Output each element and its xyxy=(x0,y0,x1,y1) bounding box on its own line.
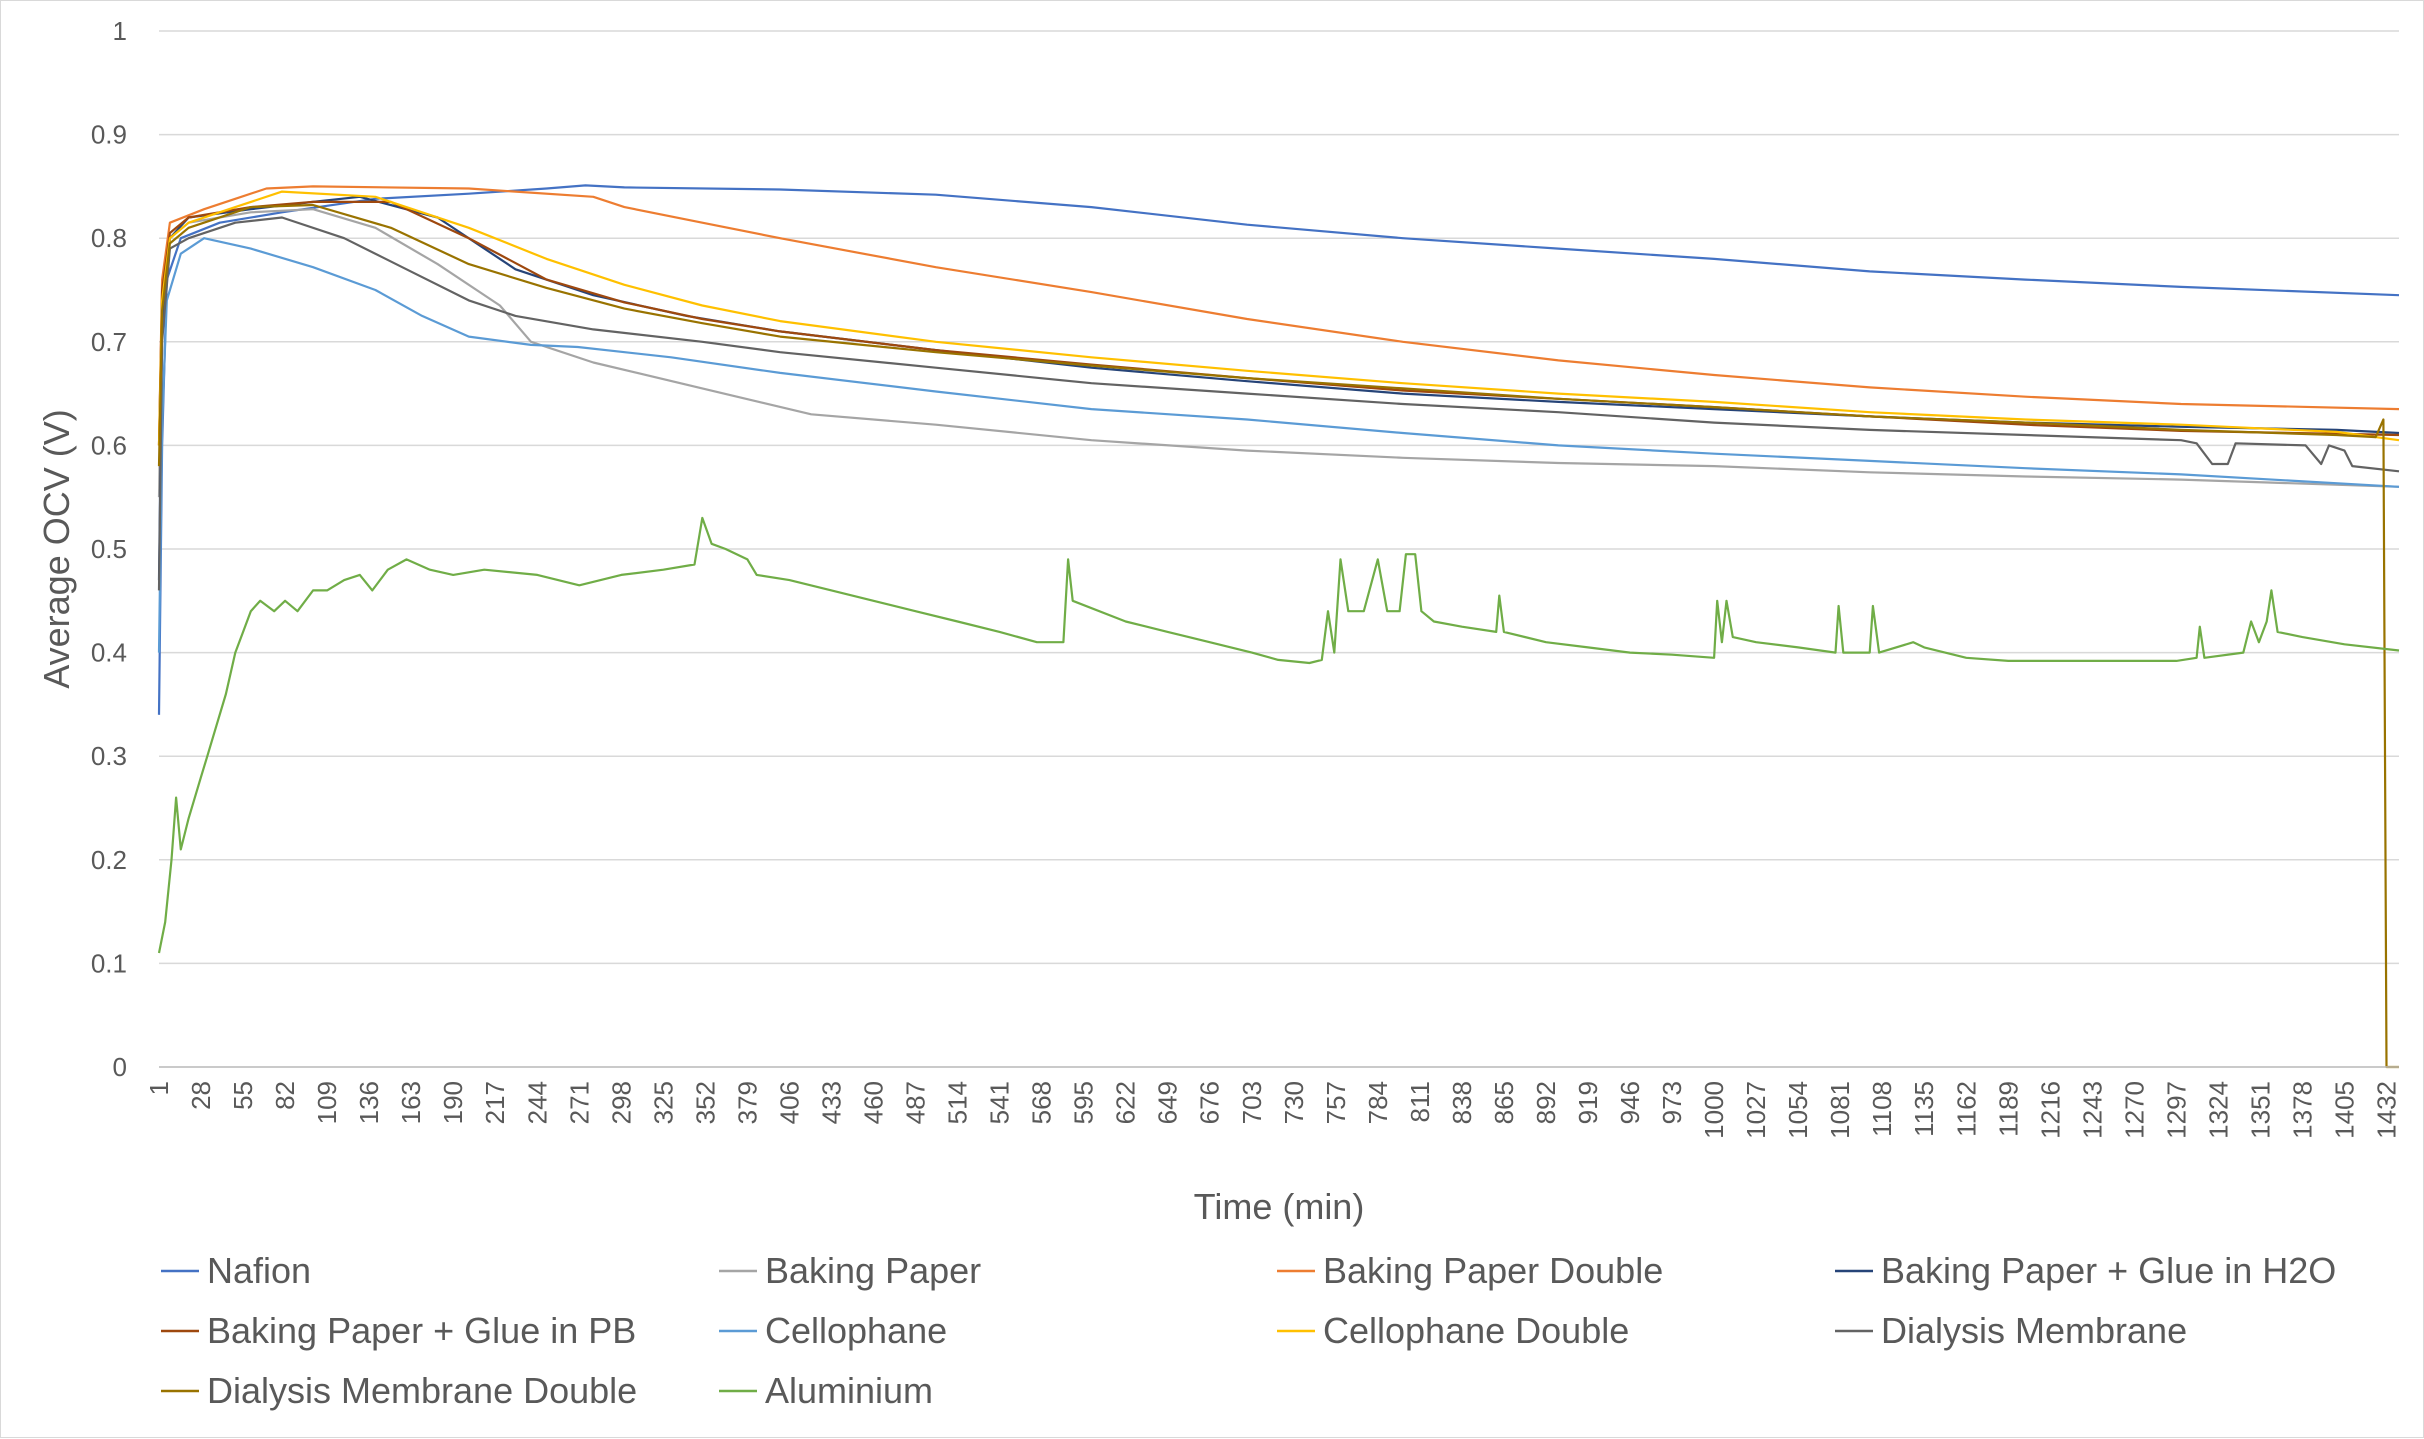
x-tick-label: 1243 xyxy=(2077,1081,2107,1139)
x-tick-label: 1216 xyxy=(2035,1081,2065,1139)
x-tick-label: 82 xyxy=(270,1081,300,1110)
x-tick-label: 271 xyxy=(564,1081,594,1124)
x-tick-label: 1054 xyxy=(1783,1081,1813,1139)
x-tick-label: 244 xyxy=(522,1081,552,1124)
x-tick-label: 703 xyxy=(1237,1081,1267,1124)
x-tick-label: 730 xyxy=(1279,1081,1309,1124)
x-tick-label: 136 xyxy=(354,1081,384,1124)
legend-label: Baking Paper + Glue in PB xyxy=(207,1310,636,1351)
axes: 0 0.1 0.2 0.3 0.4 0.5 0.6 0.7 0.8 0.9 1 1 28 55 82 109 1… xyxy=(91,16,2402,1139)
y-tick-label: 0.2 xyxy=(91,845,127,875)
x-tick-label: 163 xyxy=(396,1081,426,1124)
x-tick-label: 568 xyxy=(1027,1081,1057,1124)
series-line-aluminium xyxy=(157,516,2400,954)
series-lines xyxy=(157,184,2400,1069)
x-tick-label: 1405 xyxy=(2330,1081,2360,1139)
y-tick-label: 1 xyxy=(113,16,127,46)
x-tick-label: 433 xyxy=(816,1081,846,1124)
series-line-baking-paper xyxy=(157,208,2400,498)
x-tick-label: 1270 xyxy=(2119,1081,2149,1139)
series-line-cellophane-double xyxy=(157,190,2400,446)
x-tick-label: 622 xyxy=(1111,1081,1141,1124)
x-tick-label: 676 xyxy=(1195,1081,1225,1124)
legend-label: Aluminium xyxy=(765,1370,933,1411)
y-tick-label: 0.9 xyxy=(91,120,127,150)
x-tick-label: 1081 xyxy=(1825,1081,1855,1139)
x-tick-label: 946 xyxy=(1615,1081,1645,1124)
x-tick-label: 541 xyxy=(985,1081,1015,1124)
x-tick-label: 784 xyxy=(1363,1081,1393,1124)
x-tick-label: 1162 xyxy=(1951,1081,1981,1137)
x-tick-label: 757 xyxy=(1321,1081,1351,1124)
x-tick-label: 1351 xyxy=(2245,1081,2275,1139)
x-tick-label: 973 xyxy=(1657,1081,1687,1124)
legend-label: Baking Paper Double xyxy=(1323,1250,1663,1291)
x-tick-label: 1135 xyxy=(1909,1081,1939,1137)
y-tick-label: 0.7 xyxy=(91,327,127,357)
y-tick-label: 0.6 xyxy=(91,430,127,460)
x-tick-label: 1 xyxy=(144,1081,174,1095)
gridlines xyxy=(159,30,2399,1068)
legend-label: Cellophane Double xyxy=(1323,1310,1629,1351)
x-tick-label: 595 xyxy=(1069,1081,1099,1124)
x-tick-label: 838 xyxy=(1447,1081,1477,1124)
x-tick-label: 28 xyxy=(186,1081,216,1110)
x-tick-label: 487 xyxy=(901,1081,931,1124)
legend-label: Baking Paper xyxy=(765,1250,981,1291)
x-tick-label: 406 xyxy=(774,1081,804,1124)
legend-label: Baking Paper + Glue in H2O xyxy=(1881,1250,2336,1291)
y-tick-label: 0 xyxy=(113,1052,127,1082)
x-tick-label: 1000 xyxy=(1699,1081,1729,1139)
legend-label: Dialysis Membrane xyxy=(1881,1310,2187,1351)
legend: Nafion Baking Paper Baking Paper Double Bak… xyxy=(161,1250,2336,1411)
y-tick-label: 0.8 xyxy=(91,223,127,253)
x-tick-label: 217 xyxy=(480,1081,510,1124)
series-line-baking-paper-double xyxy=(157,185,2400,446)
x-tick-label: 460 xyxy=(858,1081,888,1124)
x-tick-label: 892 xyxy=(1531,1081,1561,1124)
x-tick-label: 1378 xyxy=(2287,1081,2317,1139)
series-line-nafion xyxy=(157,184,2400,715)
legend-label: Dialysis Membrane Double xyxy=(207,1370,637,1411)
x-tick-label: 1189 xyxy=(1993,1081,2023,1137)
x-tick-label: 55 xyxy=(228,1081,258,1110)
series-line-cellophane xyxy=(157,237,2400,653)
series-line-dialysis-membrane xyxy=(157,216,2400,591)
x-tick-label: 811 xyxy=(1405,1081,1435,1122)
x-tick-label: 1027 xyxy=(1741,1081,1771,1139)
x-tick-label: 865 xyxy=(1489,1081,1519,1124)
x-tick-label: 919 xyxy=(1573,1081,1603,1124)
series-line-baking-paper-glue-in-h2o xyxy=(157,195,2400,581)
legend-label: Cellophane xyxy=(765,1310,947,1351)
x-tick-label: 298 xyxy=(606,1081,636,1124)
x-tick-label: 190 xyxy=(438,1081,468,1124)
x-tick-label: 1432 xyxy=(2372,1081,2402,1139)
x-tick-label: 109 xyxy=(312,1081,342,1124)
y-tick-label: 0.5 xyxy=(91,534,127,564)
y-tick-label: 0.3 xyxy=(91,741,127,771)
x-tick-label: 352 xyxy=(690,1081,720,1124)
y-tick-label: 0.4 xyxy=(91,638,127,668)
y-axis-title: Average OCV (V) xyxy=(36,409,77,688)
y-tick-label: 0.1 xyxy=(91,948,127,978)
x-tick-label: 649 xyxy=(1153,1081,1183,1124)
legend-label: Nafion xyxy=(207,1250,311,1291)
x-tick-label: 1108 xyxy=(1867,1081,1897,1137)
x-tick-label: 514 xyxy=(943,1081,973,1124)
x-tick-label: 379 xyxy=(732,1081,762,1124)
series-line-dialysis-membrane-double xyxy=(157,203,2399,1069)
x-axis-title: Time (min) xyxy=(1194,1186,1365,1227)
x-tick-label: 1324 xyxy=(2203,1081,2233,1139)
x-tick-label: 325 xyxy=(648,1081,678,1124)
x-tick-label: 1297 xyxy=(2161,1081,2191,1139)
